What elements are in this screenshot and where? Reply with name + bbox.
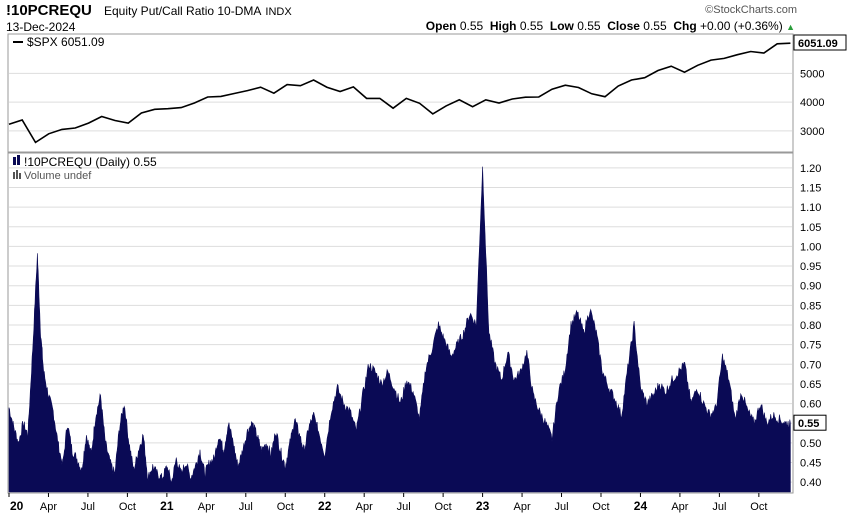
low-value: 0.55 — [577, 19, 601, 33]
ratio-y-axis: 0.40 0.45 0.50 0.60 0.65 0.70 0.75 0.80 0.85 0.90… — [800, 163, 821, 489]
x-tick-label: Oct — [277, 501, 294, 513]
description-text: Equity Put/Call Ratio 10-DMA — [104, 4, 262, 18]
ratio-last-value: 0.55 — [793, 414, 827, 431]
ratio-y-tick-label: 1.05 — [800, 222, 821, 234]
symbol: !10PCREQU — [6, 2, 92, 19]
ratio-y-tick-label: 0.90 — [800, 281, 821, 293]
x-tick-label: Jul — [554, 501, 568, 513]
spx-y-axis: 3000 4000 5000 — [800, 68, 824, 138]
volume-legend-swatch-b — [16, 170, 18, 179]
chg-label: Chg — [673, 19, 697, 33]
x-tick-label: Oct — [119, 501, 136, 513]
x-tick-label: Apr — [198, 501, 215, 513]
x-tick-label: 21 — [160, 499, 174, 513]
ratio-legend: !10PCREQU (Daily) 0.55 Volume undef — [13, 155, 157, 182]
ratio-last-value-box — [793, 414, 827, 431]
x-tick-label: Apr — [513, 501, 530, 513]
spx-last-value: 6051.09 — [793, 34, 847, 51]
ratio-y-tick-label: 0.60 — [800, 399, 821, 411]
open-label: Open — [425, 19, 457, 33]
x-tick-label: 20 — [10, 499, 24, 513]
x-axis: 20 Apr Jul Oct 21 Apr Jul Oct 22 Apr Jul Oct 23 Apr Ju… — [8, 493, 767, 513]
x-tick-label: Jul — [81, 501, 95, 513]
x-tick-label: Jul — [239, 501, 253, 513]
exchange: INDX — [265, 6, 292, 18]
volume-legend-text: Volume undef — [24, 170, 92, 182]
x-tick-label: 23 — [476, 499, 490, 513]
x-tick-label: Jul — [397, 501, 411, 513]
high-label: High — [489, 19, 517, 33]
x-tick-label: Apr — [356, 501, 373, 513]
chg-value: +0.00 (+0.36%) — [700, 19, 783, 33]
ohlc-readout: Open 0.55 High 0.55 Low 0.55 Close 0.55 … — [426, 19, 795, 33]
volume-legend-swatch-a — [13, 172, 15, 179]
ratio-y-tick-label: 0.65 — [800, 379, 821, 391]
ratio-y-tick-label: 1.10 — [800, 202, 821, 214]
x-tick-label: 22 — [318, 499, 332, 513]
ratio-y-tick-label: 0.85 — [800, 300, 821, 312]
x-tick-label: Oct — [750, 501, 767, 513]
x-tick-label: Jul — [712, 501, 726, 513]
ratio-y-tick-label: 0.40 — [800, 477, 821, 489]
brand-logo[interactable]: ©StockCharts.com — [705, 4, 797, 16]
ratio-y-tick-label: 0.45 — [800, 458, 821, 470]
spx-panel-frame — [7, 33, 794, 153]
close-label: Close — [607, 19, 640, 33]
spx-y-tick-label: 3000 — [800, 126, 824, 138]
x-tick-label: Oct — [435, 501, 452, 513]
ratio-y-tick-label: 1.00 — [800, 241, 821, 253]
chart-date: 13-Dec-2024 — [6, 20, 76, 34]
x-tick-label: 24 — [634, 499, 648, 513]
spx-y-tick-label: 5000 — [800, 68, 824, 80]
ratio-y-tick-label: 1.20 — [800, 163, 821, 175]
spx-y-tick-label: 4000 — [800, 97, 824, 109]
x-tick-label: Apr — [671, 501, 688, 513]
ratio-y-tick-label: 0.50 — [800, 438, 821, 450]
x-tick-label: Apr — [40, 501, 57, 513]
open-value: 0.55 — [459, 19, 484, 33]
ratio-legend-swatch-b — [17, 155, 20, 165]
ratio-y-tick-label: 0.70 — [800, 359, 821, 371]
high-value: 0.55 — [519, 19, 544, 33]
ratio-y-tick-label: 1.15 — [800, 182, 821, 194]
spx-last-value-box — [793, 34, 847, 51]
spx-legend: $SPX 6051.09 — [13, 35, 105, 49]
low-label: Low — [549, 19, 574, 33]
ratio-legend-text: !10PCREQU (Daily) 0.55 — [24, 155, 157, 169]
chart-header: !10PCREQU Equity Put/Call Ratio 10-DMA IN… — [0, 0, 847, 36]
close-value: 0.55 — [643, 19, 667, 33]
ratio-area — [8, 166, 791, 493]
spx-line — [8, 42, 791, 144]
spx-last-value-text: 6051.09 — [798, 38, 838, 50]
ratio-last-value-text: 0.55 — [798, 418, 819, 430]
volume-legend-swatch-c — [19, 173, 21, 179]
description: Equity Put/Call Ratio 10-DMA INDX — [104, 4, 292, 18]
spx-legend-text: $SPX 6051.09 — [27, 35, 105, 49]
ratio-y-tick-label: 0.75 — [800, 340, 821, 352]
ratio-legend-swatch-a — [13, 157, 16, 165]
x-tick-label: Oct — [592, 501, 609, 513]
ratio-y-tick-label: 0.95 — [800, 261, 821, 273]
ratio-y-tick-label: 0.80 — [800, 320, 821, 332]
up-arrow-icon: ▲ — [786, 22, 795, 32]
